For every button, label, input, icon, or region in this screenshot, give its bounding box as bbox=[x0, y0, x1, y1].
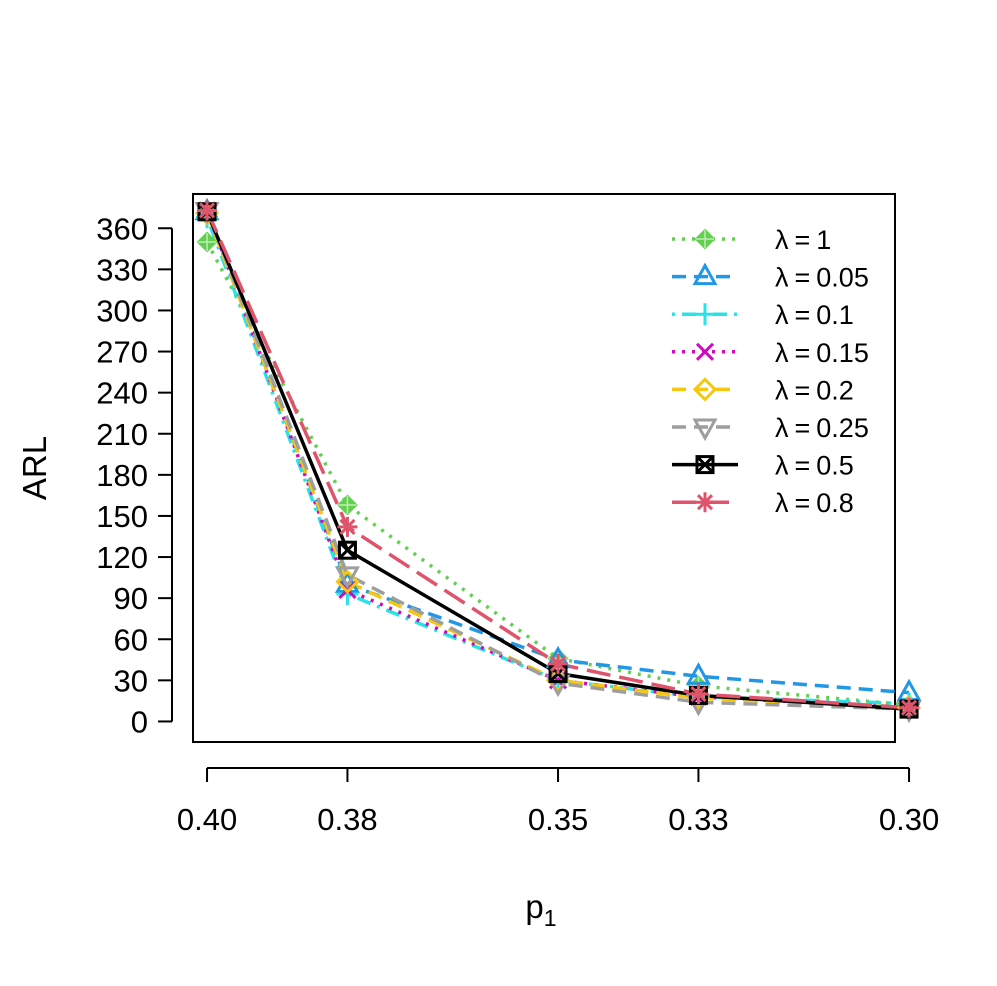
data-point-s5-p1 bbox=[334, 566, 360, 589]
data-point-s7-p3 bbox=[688, 684, 709, 705]
legend-symbol: λ bbox=[775, 413, 789, 443]
y-tick-label: 150 bbox=[96, 499, 148, 534]
data-point-s0-p1 bbox=[337, 494, 358, 516]
legend-entry-1: λ = 0.05 bbox=[672, 262, 869, 293]
legend-value: 0.15 bbox=[816, 338, 869, 368]
legend-value: 1 bbox=[816, 225, 831, 255]
data-point-s0-p0 bbox=[196, 231, 218, 253]
y-tick-label: 300 bbox=[96, 293, 148, 328]
x-tick-label: 0.33 bbox=[668, 802, 728, 837]
legend-entry-3: λ = 0.15 bbox=[672, 338, 869, 368]
y-tick-label: 180 bbox=[96, 458, 148, 493]
y-axis: 0 30 60 90 120 150 180 210 240 270 300 330 360 bbox=[96, 211, 173, 739]
y-tick-label: 330 bbox=[96, 252, 148, 287]
legend-value: 0.1 bbox=[816, 300, 854, 330]
y-tick-label: 120 bbox=[96, 540, 148, 575]
x-tick-label: 0.35 bbox=[528, 802, 588, 837]
plot-frame bbox=[192, 193, 896, 743]
legend-value: 0.8 bbox=[816, 488, 854, 518]
legend-marker bbox=[694, 303, 716, 326]
legend-equals: = bbox=[795, 263, 811, 293]
legend-label: λ = 1 bbox=[775, 225, 831, 255]
legend-symbol: λ bbox=[775, 451, 789, 481]
legend-symbol: λ bbox=[775, 300, 789, 330]
y-tick-label: 0 bbox=[131, 704, 148, 739]
legend-entry-4: λ = 0.2 bbox=[672, 375, 854, 405]
y-tick-label: 360 bbox=[96, 211, 148, 246]
data-point-s6-p1 bbox=[337, 540, 357, 560]
data-point-s7-p2 bbox=[548, 653, 569, 674]
legend-equals: = bbox=[795, 375, 811, 405]
y-tick-label: 240 bbox=[96, 376, 148, 411]
legend-marker bbox=[694, 228, 716, 250]
legend-symbol: λ bbox=[775, 338, 789, 368]
legend-entry-6: λ = 0.5 bbox=[672, 451, 854, 481]
legend-marker bbox=[695, 342, 715, 361]
legend-marker bbox=[692, 377, 718, 402]
legend-symbol: λ bbox=[775, 488, 789, 518]
y-tick-label: 60 bbox=[114, 622, 148, 657]
legend-label: λ = 0.25 bbox=[775, 413, 869, 443]
legend-value: 0.5 bbox=[816, 451, 854, 481]
legend-entry-7: λ = 0.8 bbox=[672, 488, 854, 518]
series-markers bbox=[194, 197, 922, 724]
legend-equals: = bbox=[795, 300, 811, 330]
data-point-s7-p4 bbox=[899, 697, 920, 718]
legend-label: λ = 0.2 bbox=[775, 375, 854, 405]
legend-marker bbox=[695, 455, 715, 475]
legend-entry-0: λ = 1 bbox=[672, 225, 831, 255]
legend-marker bbox=[692, 262, 718, 286]
series-line-2 bbox=[205, 216, 910, 706]
legend-label: λ = 0.15 bbox=[775, 338, 869, 368]
legend-symbol: λ bbox=[775, 375, 789, 405]
legend-equals: = bbox=[795, 338, 811, 368]
legend-equals: = bbox=[795, 413, 811, 443]
legend-value: 0.2 bbox=[816, 375, 854, 405]
legend-value: 0.25 bbox=[816, 413, 869, 443]
y-tick-label: 90 bbox=[114, 581, 148, 616]
y-tick-label: 30 bbox=[114, 663, 148, 698]
x-axis: 0.40 0.38 0.35 0.33 0.30 bbox=[177, 767, 939, 837]
legend-symbol: λ bbox=[775, 263, 789, 293]
data-point-s1-p3 bbox=[685, 662, 711, 685]
legend-symbol: λ bbox=[775, 225, 789, 255]
legend-entry-2: λ = 0.1 bbox=[672, 300, 854, 330]
legend-equals: = bbox=[795, 488, 811, 518]
x-axis-label-main: p bbox=[525, 888, 543, 925]
legend-label: λ = 0.8 bbox=[775, 488, 854, 518]
data-point-s4-p1 bbox=[335, 569, 360, 594]
data-point-s5-p2 bbox=[545, 674, 571, 698]
x-tick-label: 0.40 bbox=[177, 802, 237, 837]
data-point-s7-p1 bbox=[337, 516, 358, 537]
legend-label: λ = 0.5 bbox=[775, 451, 854, 481]
y-tick-label: 210 bbox=[96, 417, 148, 452]
legend-value: 0.05 bbox=[816, 263, 869, 293]
legend-marker bbox=[692, 418, 718, 442]
legend-entry-5: λ = 0.25 bbox=[672, 413, 869, 443]
x-tick-label: 0.38 bbox=[317, 802, 377, 837]
x-tick-label: 0.30 bbox=[879, 802, 939, 837]
legend-equals: = bbox=[795, 451, 811, 481]
y-axis-label: ARL bbox=[16, 436, 53, 500]
legend-label: λ = 0.05 bbox=[775, 263, 869, 293]
series-line-0 bbox=[205, 241, 910, 707]
x-axis-label: p1 bbox=[525, 888, 556, 931]
data-point-s7-p0 bbox=[197, 200, 218, 221]
legend-equals: = bbox=[795, 225, 811, 255]
legend-marker bbox=[695, 492, 715, 513]
legend-label: λ = 0.1 bbox=[775, 300, 854, 330]
x-axis-label-subscript: 1 bbox=[544, 905, 557, 931]
y-tick-label: 270 bbox=[96, 335, 148, 370]
legend: λ = 1λ = 0.05λ = 0.1λ = 0.15λ = 0.2λ = 0.25λ = 0.5λ = 0.… bbox=[672, 225, 869, 518]
